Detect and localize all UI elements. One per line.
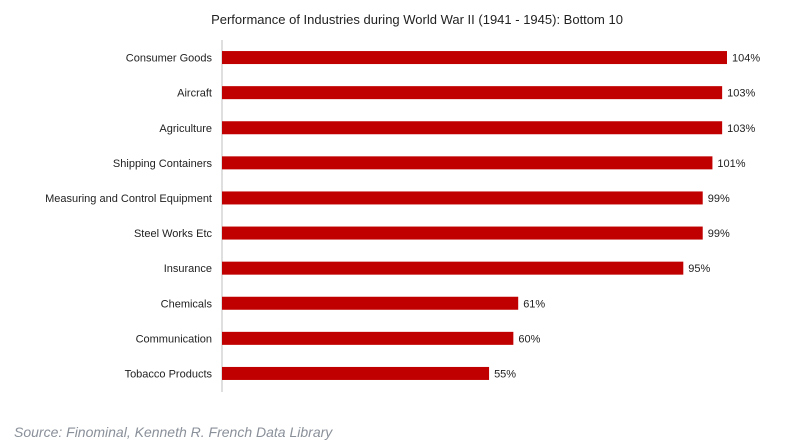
bar [222, 191, 703, 205]
data-label: 61% [523, 298, 545, 310]
data-label: 103% [727, 123, 755, 135]
bar-chart: Performance of Industries during World W… [45, 12, 760, 392]
category-label: Tobacco Products [125, 368, 213, 380]
category-label: Measuring and Control Equipment [45, 193, 212, 205]
bar [222, 296, 519, 310]
category-label: Agriculture [159, 123, 212, 135]
bars-layer: Consumer Goods 104% Aircraft 103% Agricultur… [45, 51, 760, 380]
bar [222, 331, 514, 345]
category-label: Chemicals [161, 298, 213, 310]
data-label: 103% [727, 88, 755, 100]
bar [222, 261, 684, 275]
data-label: 101% [717, 158, 745, 170]
data-label: 60% [518, 333, 540, 345]
category-label: Consumer Goods [126, 53, 213, 65]
bar [222, 51, 727, 65]
category-label: Aircraft [177, 88, 212, 100]
category-label: Insurance [164, 263, 212, 275]
category-label: Shipping Containers [113, 158, 213, 170]
data-label: 55% [494, 368, 516, 380]
bar [222, 226, 703, 240]
data-label: 99% [708, 193, 730, 205]
bar [222, 366, 490, 380]
bar [222, 156, 713, 170]
bar [222, 86, 723, 100]
data-label: 95% [688, 263, 710, 275]
category-label: Communication [136, 333, 212, 345]
category-label: Steel Works Etc [134, 228, 213, 240]
chart-title: Performance of Industries during World W… [211, 12, 623, 27]
bar [222, 121, 723, 135]
data-label: 99% [708, 228, 730, 240]
data-label: 104% [732, 53, 760, 65]
source-note: Source: Finominal, Kenneth R. French Dat… [14, 424, 333, 440]
